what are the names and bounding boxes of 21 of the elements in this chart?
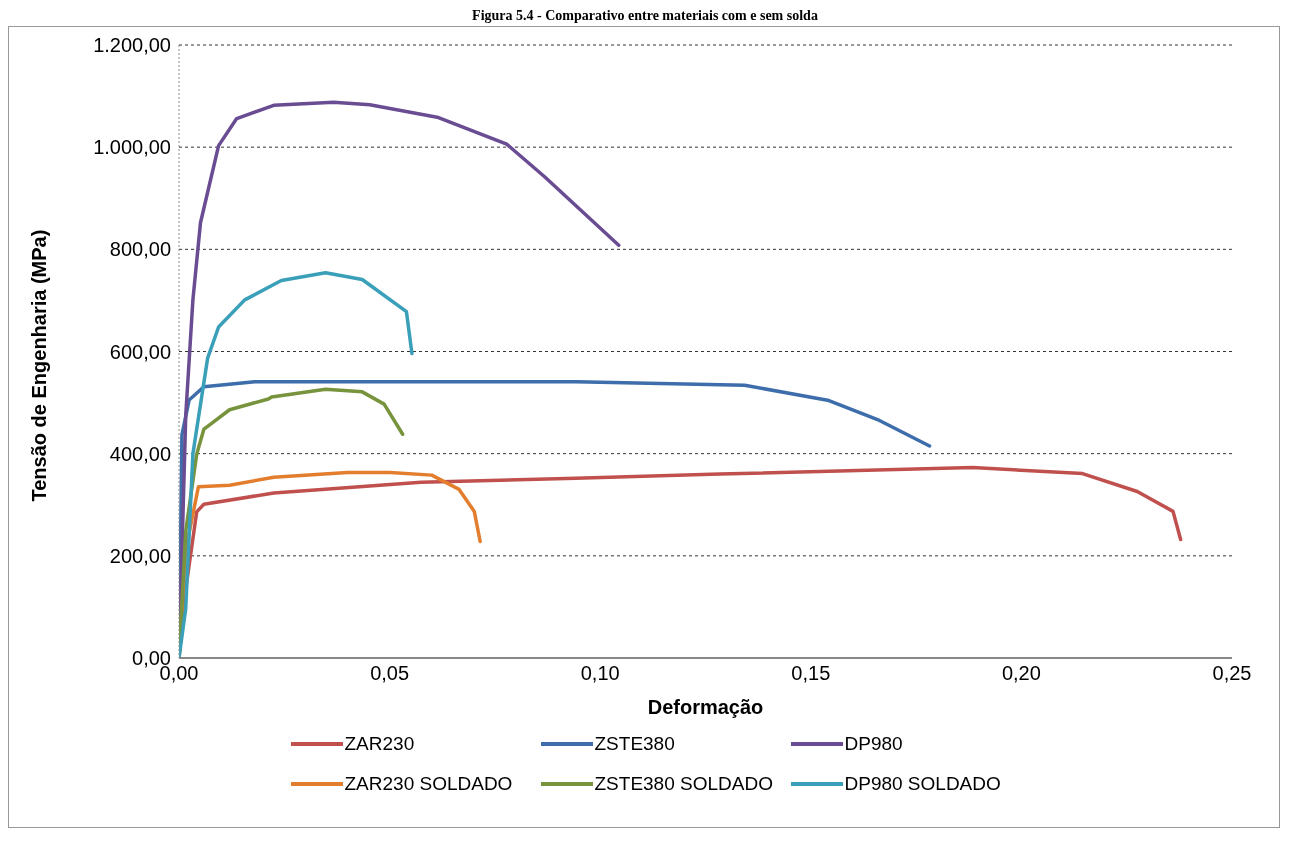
y-tick-label: 800,00 bbox=[109, 238, 171, 261]
x-tick-label: 0,20 bbox=[1001, 662, 1041, 685]
chart-title: Figura 5.4 - Comparativo entre materiais com e sem solda bbox=[471, 8, 819, 25]
legend-label: ZSTE380 SOLDADO bbox=[594, 773, 773, 795]
x-axis-title: Deformação bbox=[647, 696, 764, 719]
legend-label: ZAR230 SOLDADO bbox=[344, 773, 513, 795]
y-tick-label: 1.000,00 bbox=[93, 136, 171, 159]
legend-label: DP980 bbox=[844, 733, 903, 755]
line-series bbox=[179, 271, 414, 658]
x-tick-label: 0,05 bbox=[370, 662, 410, 685]
legend-label: ZAR230 bbox=[344, 733, 415, 755]
y-axis-title: Tensão de Engenharia (MPa) bbox=[28, 229, 51, 502]
x-tick-label: 0,15 bbox=[791, 662, 831, 685]
y-tick-label: 1.200,00 bbox=[93, 34, 171, 57]
legend-label: DP980 SOLDADO bbox=[844, 773, 1001, 795]
x-tick-label: 0,25 bbox=[1212, 662, 1252, 685]
x-tick-label: 0,10 bbox=[580, 662, 620, 685]
y-tick-label: 400,00 bbox=[109, 442, 171, 465]
y-tick-label: 600,00 bbox=[109, 340, 171, 363]
y-tick-label: 200,00 bbox=[109, 544, 171, 567]
legend-label: ZSTE380 bbox=[594, 733, 675, 755]
